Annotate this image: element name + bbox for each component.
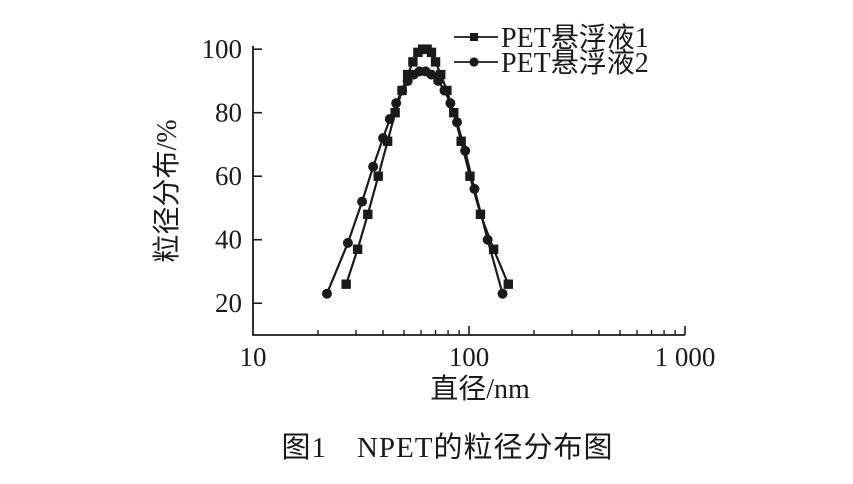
axes-lines (252, 46, 685, 336)
y-tick-label: 60 (215, 161, 242, 191)
legend-label: PET悬浮液2 (501, 47, 649, 79)
square-marker (363, 209, 373, 220)
square-marker (503, 279, 513, 289)
circle-marker (433, 75, 444, 86)
y-tick-label: 100 (202, 34, 243, 64)
circle-marker (384, 114, 395, 125)
circle-marker (391, 98, 402, 109)
square-marker (402, 69, 413, 80)
x-axis-label: 直径/nm (430, 373, 530, 405)
y-axis-label: 粒径分布/% (151, 119, 183, 262)
y-tick-label: 20 (215, 288, 242, 318)
circle-marker (469, 183, 480, 194)
y-tick-label: 80 (215, 98, 242, 128)
circle-marker (452, 117, 463, 128)
square-marker (382, 136, 393, 146)
circle-marker (342, 237, 353, 248)
figure-caption: 图1 NPET的粒径分布图 (281, 432, 614, 464)
circle-marker (439, 85, 450, 96)
circle-marker (397, 85, 408, 96)
legend-circle-marker-icon (469, 57, 479, 67)
circle-marker (321, 288, 332, 299)
square-marker (373, 171, 383, 181)
y-tick-label: 40 (215, 225, 242, 255)
square-marker (456, 136, 466, 146)
legend-label: PET悬浮液1 (501, 22, 649, 54)
circle-marker (482, 234, 493, 245)
legend-entry-2: PET悬浮液2 (454, 47, 649, 79)
circle-marker (378, 133, 389, 144)
circle-marker (426, 69, 437, 80)
circle-marker (368, 161, 379, 172)
square-marker (413, 47, 423, 58)
square-marker (436, 69, 446, 80)
square-marker (488, 244, 499, 254)
series-1 (341, 44, 513, 289)
legend-square-marker-icon (470, 33, 478, 41)
square-marker (465, 171, 475, 181)
circle-marker (445, 98, 456, 109)
square-marker (390, 107, 400, 118)
x-tick-label: 1 000 (655, 342, 716, 372)
x-tick-label: 100 (449, 342, 490, 372)
circle-marker (460, 145, 471, 156)
square-marker (408, 57, 418, 67)
square-marker (430, 57, 441, 67)
circle-marker (497, 288, 508, 299)
legend-entry-1: PET悬浮液1 (454, 22, 649, 54)
square-marker (426, 47, 437, 58)
series-2 (321, 66, 508, 299)
square-marker (341, 279, 351, 289)
square-marker (352, 244, 363, 254)
circle-marker (402, 75, 413, 86)
circle-marker (357, 196, 368, 207)
x-tick-label: 10 (240, 342, 267, 372)
